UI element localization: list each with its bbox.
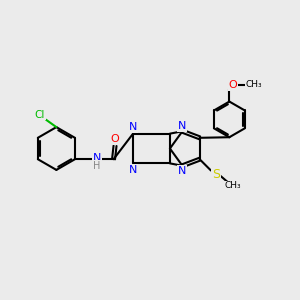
Text: Cl: Cl [35,110,45,120]
Text: N: N [178,121,186,131]
Text: O: O [111,134,119,144]
Text: CH₃: CH₃ [225,182,241,190]
Text: CH₃: CH₃ [245,80,262,89]
Text: O: O [229,80,237,90]
Text: N: N [93,153,101,163]
Text: N: N [129,165,137,175]
Text: H: H [93,161,100,171]
Text: N: N [178,166,186,176]
Text: S: S [212,168,220,181]
Text: N: N [129,122,137,132]
